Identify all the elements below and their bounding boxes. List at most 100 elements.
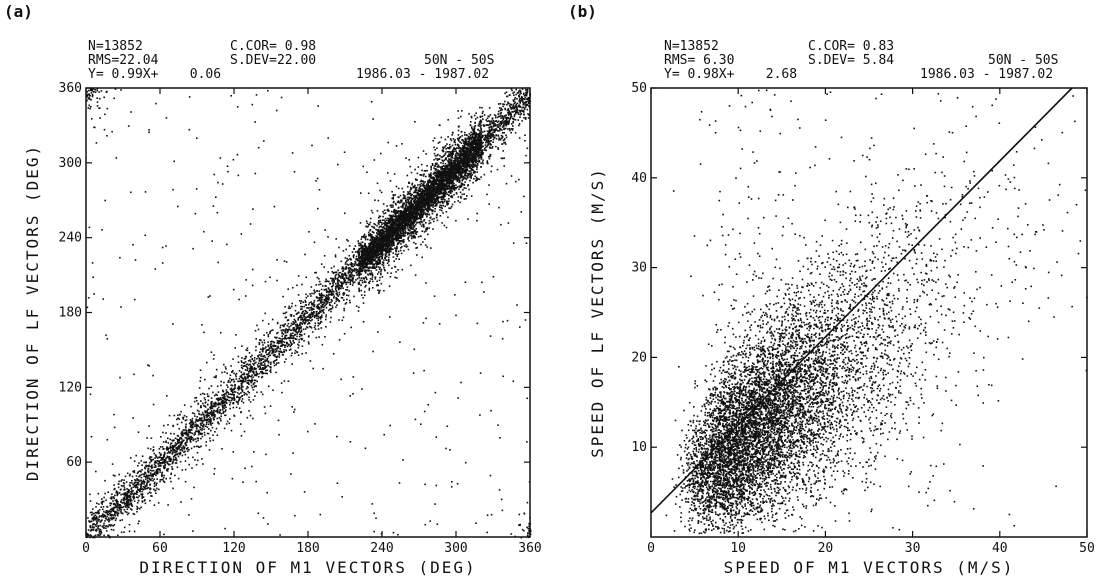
data-point [347,294,350,297]
data-point [504,108,506,111]
data-point [291,406,293,408]
data-point [268,385,270,388]
data-point [373,259,375,262]
data-point [347,272,350,275]
data-point [360,238,363,240]
data-point [149,469,152,472]
data-point [257,146,260,149]
data-point [431,177,433,179]
data-point [451,134,453,136]
data-point [152,446,155,448]
data-point [499,128,502,131]
data-point [363,278,365,280]
data-point [334,278,336,280]
data-point [459,150,462,153]
data-point [393,209,395,212]
data-point [341,275,343,278]
data-point [390,225,392,227]
data-point [134,259,137,261]
data-point [492,123,495,125]
data-point [334,282,337,285]
data-point [514,101,516,104]
data-point [297,327,299,330]
data-point [291,302,293,305]
data-point [476,151,478,154]
data-point [457,200,459,202]
data-point [205,444,207,447]
data-point [355,255,358,258]
data-point [400,243,402,245]
data-point [264,280,267,283]
data-point [437,174,439,177]
data-point [428,219,431,222]
data-point [385,253,388,255]
data-point [118,480,120,483]
data-point [226,243,228,246]
data-point [414,200,417,203]
data-point [505,91,508,93]
data-point [210,418,212,420]
data-point [405,203,407,206]
data-point [432,139,434,142]
data-point [123,509,126,511]
data-point [146,482,148,485]
data-point [234,374,237,376]
data-point [119,256,121,259]
data-point [369,228,372,231]
data-point [156,487,158,490]
data-point [129,473,131,476]
data-point [397,253,400,255]
data-point [524,134,526,136]
data-point [281,391,283,394]
data-point [358,281,360,284]
data-point [178,418,180,420]
data-point [401,187,404,190]
data-point [87,297,90,299]
data-point [133,493,135,496]
data-point [440,190,443,192]
data-point [471,174,473,176]
data-point [442,147,445,149]
data-point [260,368,263,371]
data-point [278,354,281,356]
data-point [345,266,348,268]
data-point [422,175,425,177]
data-point [518,100,520,102]
data-point [291,152,294,154]
data-point [501,136,504,139]
data-point [270,347,273,349]
data-point [143,473,146,475]
data-point [238,397,241,400]
data-point [140,460,143,462]
data-point [218,398,221,401]
data-point [462,140,464,142]
data-point [108,510,111,512]
data-point [451,149,454,152]
data-point [233,388,235,391]
data-point [199,428,202,431]
data-point [475,156,478,158]
data-point [89,520,92,523]
data-point [393,200,395,203]
data-point [450,188,453,190]
data-point [249,414,252,417]
data-point [436,163,438,166]
data-point [334,271,337,274]
data-point [451,203,454,206]
data-point [398,239,401,242]
data-point [319,300,322,303]
data-point [240,364,243,367]
data-point [472,181,474,184]
data-point [399,226,402,229]
data-point [148,131,150,133]
data-point [217,261,219,264]
data-point [176,466,179,468]
data-point [319,308,321,310]
data-point [367,260,369,263]
data-point [193,423,195,426]
data-point [448,151,451,153]
data-point [269,354,271,356]
data-point [434,208,436,210]
data-point [452,153,454,155]
data-point [505,118,508,121]
